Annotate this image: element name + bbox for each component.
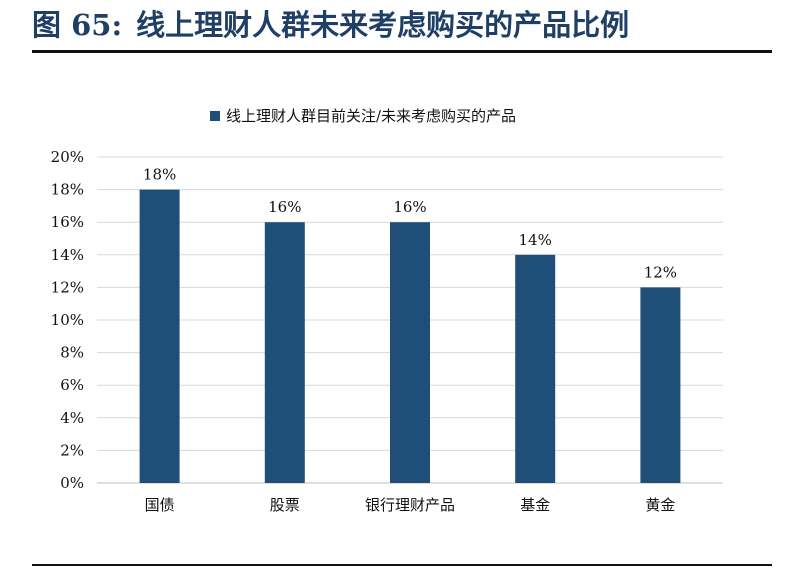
y-tick-label: 0%: [60, 474, 84, 492]
figure-title: 图 65: 线上理财人群未来考虑购买的产品比例: [32, 2, 629, 44]
x-tick-label: 基金: [520, 496, 550, 514]
top-rule: [32, 50, 772, 53]
y-axis: 0% 2% 4% 6% 8% 10% 12% 14% 16% 18% 20%: [51, 148, 84, 492]
bar: [139, 189, 180, 483]
y-tick-label: 12%: [51, 278, 84, 296]
bottom-rule: [32, 564, 772, 566]
bar: [264, 222, 305, 483]
y-tick-label: 6%: [60, 376, 84, 394]
value-label: 16%: [393, 198, 426, 216]
y-tick-label: 18%: [51, 181, 84, 199]
y-tick-label: 10%: [51, 311, 84, 329]
x-tick-label: 银行理财产品: [365, 496, 455, 514]
value-label: 12%: [644, 263, 677, 281]
legend-swatch: [210, 111, 220, 121]
figure-caption: 线上理财人群未来考虑购买的产品比例: [136, 8, 630, 42]
value-label: 18%: [143, 166, 176, 184]
figure-label: 图 65:: [32, 8, 123, 42]
value-label: 14%: [519, 231, 552, 249]
bar: [640, 287, 681, 483]
y-tick-label: 4%: [60, 409, 84, 427]
legend-label: 线上理财人群目前关注/未来考虑购买的产品: [226, 107, 516, 125]
x-tick-label: 黄金: [645, 496, 675, 514]
y-tick-label: 14%: [51, 246, 84, 264]
bars: [139, 189, 681, 483]
bar: [390, 222, 430, 483]
y-tick-label: 20%: [51, 148, 84, 166]
x-axis: 国债 股票 银行理财产品 基金 黄金: [145, 496, 676, 514]
value-labels: 18% 16% 16% 14% 12%: [143, 166, 677, 282]
x-tick-label: 国债: [145, 496, 175, 514]
y-tick-label: 2%: [60, 441, 84, 459]
x-tick-label: 股票: [270, 496, 300, 514]
bar: [515, 254, 556, 483]
y-tick-label: 8%: [60, 344, 84, 362]
value-label: 16%: [268, 198, 301, 216]
legend: 线上理财人群目前关注/未来考虑购买的产品: [210, 107, 516, 125]
y-tick-label: 16%: [51, 213, 84, 231]
